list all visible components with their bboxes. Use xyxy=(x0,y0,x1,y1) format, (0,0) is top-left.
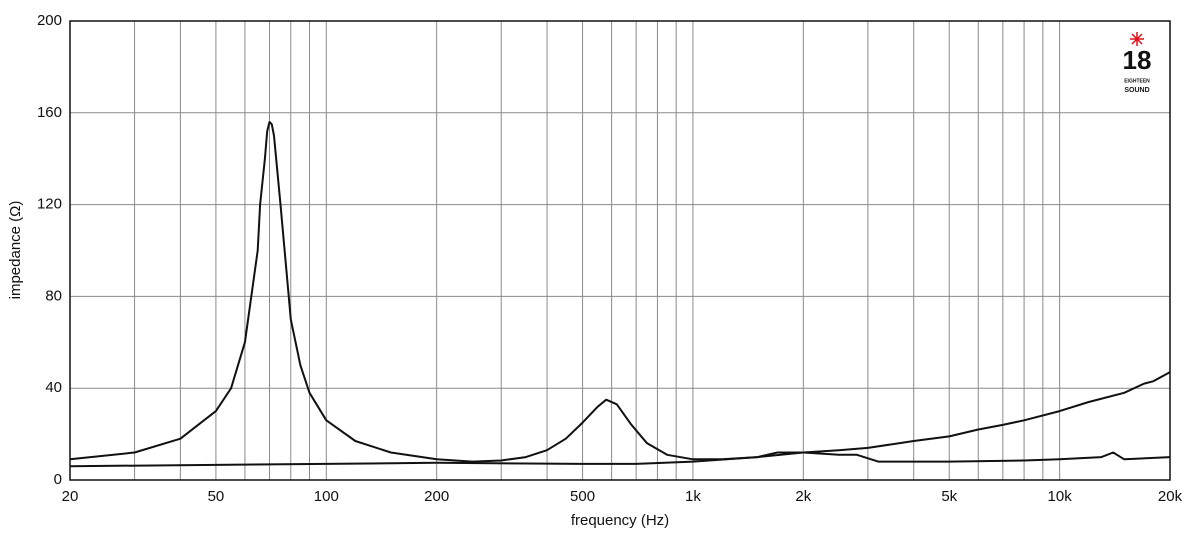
x-tick-label: 20 xyxy=(62,488,79,505)
y-axis-title: impedance (Ω) xyxy=(7,201,24,300)
logo-text: EIGHTEEN xyxy=(1124,78,1150,84)
y-tick-label: 200 xyxy=(37,12,62,29)
logo-star xyxy=(1130,32,1144,46)
y-tick-label: 0 xyxy=(54,471,62,488)
x-tick-label: 500 xyxy=(570,488,595,505)
x-tick-label: 2k xyxy=(795,488,811,505)
impedance-curve xyxy=(69,121,1171,463)
logo-text: SOUND xyxy=(1124,87,1149,94)
x-tick-label: 50 xyxy=(208,488,225,505)
y-tick-label: 120 xyxy=(37,196,62,213)
x-tick-label: 5k xyxy=(941,488,957,505)
x-tick-label: 20k xyxy=(1158,488,1183,505)
logo-number: 18 xyxy=(1123,45,1152,75)
x-tick-label: 200 xyxy=(424,488,449,505)
y-tick-label: 160 xyxy=(37,104,62,121)
x-tick-label: 10k xyxy=(1048,488,1073,505)
x-tick-label: 1k xyxy=(685,488,701,505)
impedance-curve xyxy=(69,451,1171,468)
plot-frame xyxy=(69,20,1171,481)
x-tick-label: 100 xyxy=(314,488,339,505)
y-tick-label: 80 xyxy=(45,287,62,304)
y-tick-label: 40 xyxy=(45,379,62,396)
logo: 18 EIGHTEEN SOUND xyxy=(1123,32,1152,94)
x-axis-title: frequency (Hz) xyxy=(571,512,669,529)
